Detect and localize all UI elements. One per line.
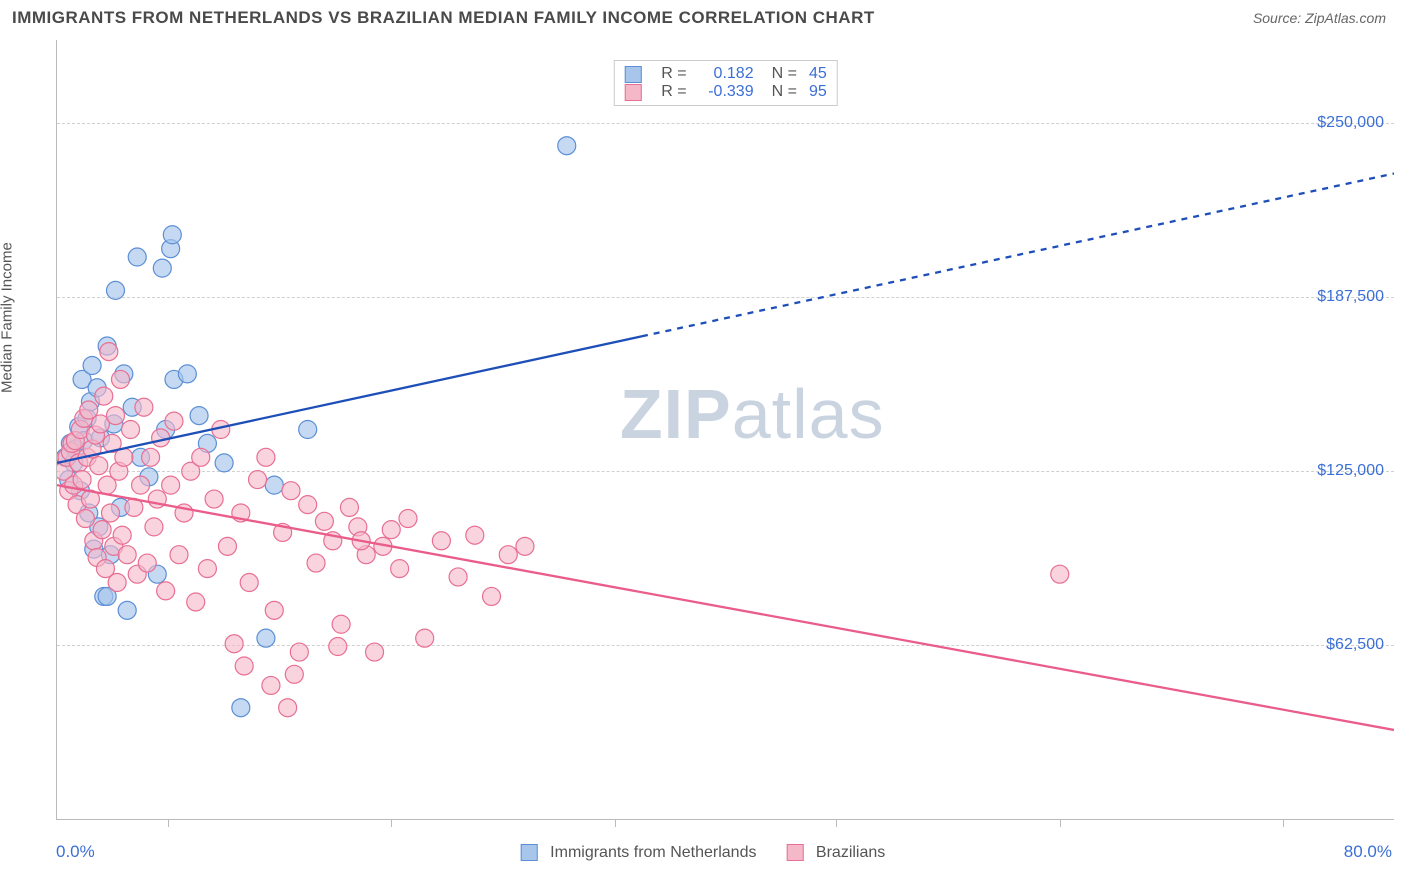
scatter-point <box>449 568 467 586</box>
scatter-point <box>122 421 140 439</box>
scatter-point <box>153 259 171 277</box>
scatter-svg <box>57 40 1394 819</box>
scatter-point <box>132 476 150 494</box>
scatter-point <box>100 343 118 361</box>
scatter-point <box>108 574 126 592</box>
scatter-point <box>162 476 180 494</box>
scatter-point <box>198 560 216 578</box>
scatter-point <box>257 448 275 466</box>
scatter-point <box>215 454 233 472</box>
scatter-point <box>152 429 170 447</box>
scatter-point <box>285 665 303 683</box>
scatter-point <box>265 601 283 619</box>
swatch-brazilians <box>624 84 641 101</box>
scatter-point <box>106 281 124 299</box>
scatter-point <box>257 629 275 647</box>
scatter-point <box>112 370 130 388</box>
r-value-netherlands: 0.182 <box>699 65 754 83</box>
scatter-point <box>142 448 160 466</box>
scatter-point <box>290 643 308 661</box>
scatter-point <box>128 248 146 266</box>
scatter-point <box>391 560 409 578</box>
scatter-point <box>138 554 156 572</box>
scatter-point <box>145 518 163 536</box>
scatter-point <box>225 635 243 653</box>
scatter-point <box>170 546 188 564</box>
scatter-point <box>157 582 175 600</box>
scatter-point <box>299 496 317 514</box>
legend-row-netherlands: R = 0.182 N = 45 <box>624 65 826 83</box>
scatter-point <box>93 521 111 539</box>
scatter-point <box>118 546 136 564</box>
scatter-point <box>240 574 258 592</box>
scatter-point <box>466 526 484 544</box>
scatter-point <box>232 699 250 717</box>
scatter-point <box>187 593 205 611</box>
scatter-point <box>315 512 333 530</box>
legend-item-brazilians: Brazilians <box>786 844 885 862</box>
scatter-point <box>382 521 400 539</box>
scatter-point <box>516 537 534 555</box>
scatter-point <box>190 407 208 425</box>
correlation-legend: R = 0.182 N = 45 R = -0.339 N = 95 <box>613 60 837 106</box>
scatter-point <box>307 554 325 572</box>
swatch-brazilians-icon <box>786 844 803 861</box>
scatter-point <box>101 504 119 522</box>
n-value-netherlands: 45 <box>809 65 827 83</box>
scatter-point <box>279 699 297 717</box>
scatter-point <box>205 490 223 508</box>
swatch-netherlands <box>624 66 641 83</box>
scatter-point <box>106 407 124 425</box>
scatter-point <box>299 421 317 439</box>
series-legend: Immigrants from Netherlands Brazilians <box>521 844 886 862</box>
scatter-point <box>73 471 91 489</box>
scatter-point <box>135 398 153 416</box>
x-axis-min-label: 0.0% <box>56 842 95 862</box>
chart-title: IMMIGRANTS FROM NETHERLANDS VS BRAZILIAN… <box>12 8 875 28</box>
source-label: Source: ZipAtlas.com <box>1253 10 1386 26</box>
scatter-point <box>399 510 417 528</box>
scatter-point <box>115 448 133 466</box>
scatter-point <box>1051 565 1069 583</box>
scatter-point <box>118 601 136 619</box>
scatter-point <box>76 510 94 528</box>
scatter-point <box>483 587 501 605</box>
regression-line-extrapolated <box>642 174 1394 337</box>
scatter-point <box>416 629 434 647</box>
legend-item-netherlands: Immigrants from Netherlands <box>521 844 757 862</box>
x-axis-max-label: 80.0% <box>1344 842 1392 862</box>
scatter-point <box>235 657 253 675</box>
scatter-point <box>366 643 384 661</box>
scatter-point <box>249 471 267 489</box>
scatter-point <box>332 615 350 633</box>
y-axis-label: Median Family Income <box>0 242 16 393</box>
scatter-point <box>432 532 450 550</box>
swatch-netherlands-icon <box>521 844 538 861</box>
scatter-point <box>95 387 113 405</box>
legend-row-brazilians: R = -0.339 N = 95 <box>624 83 826 101</box>
scatter-point <box>499 546 517 564</box>
scatter-point <box>83 357 101 375</box>
scatter-point <box>178 365 196 383</box>
scatter-point <box>282 482 300 500</box>
scatter-point <box>192 448 210 466</box>
scatter-point <box>165 412 183 430</box>
r-value-brazilians: -0.339 <box>699 83 754 101</box>
scatter-point <box>558 137 576 155</box>
scatter-point <box>265 476 283 494</box>
n-value-brazilians: 95 <box>809 83 827 101</box>
scatter-point <box>262 676 280 694</box>
scatter-point <box>340 498 358 516</box>
chart-container: Median Family Income ZIPatlas R = 0.182 … <box>12 40 1394 880</box>
plot-area: ZIPatlas R = 0.182 N = 45 R = -0.339 N =… <box>56 40 1394 820</box>
scatter-point <box>113 526 131 544</box>
scatter-point <box>329 638 347 656</box>
scatter-point <box>218 537 236 555</box>
scatter-point <box>90 457 108 475</box>
scatter-point <box>163 226 181 244</box>
regression-line <box>57 485 1394 730</box>
